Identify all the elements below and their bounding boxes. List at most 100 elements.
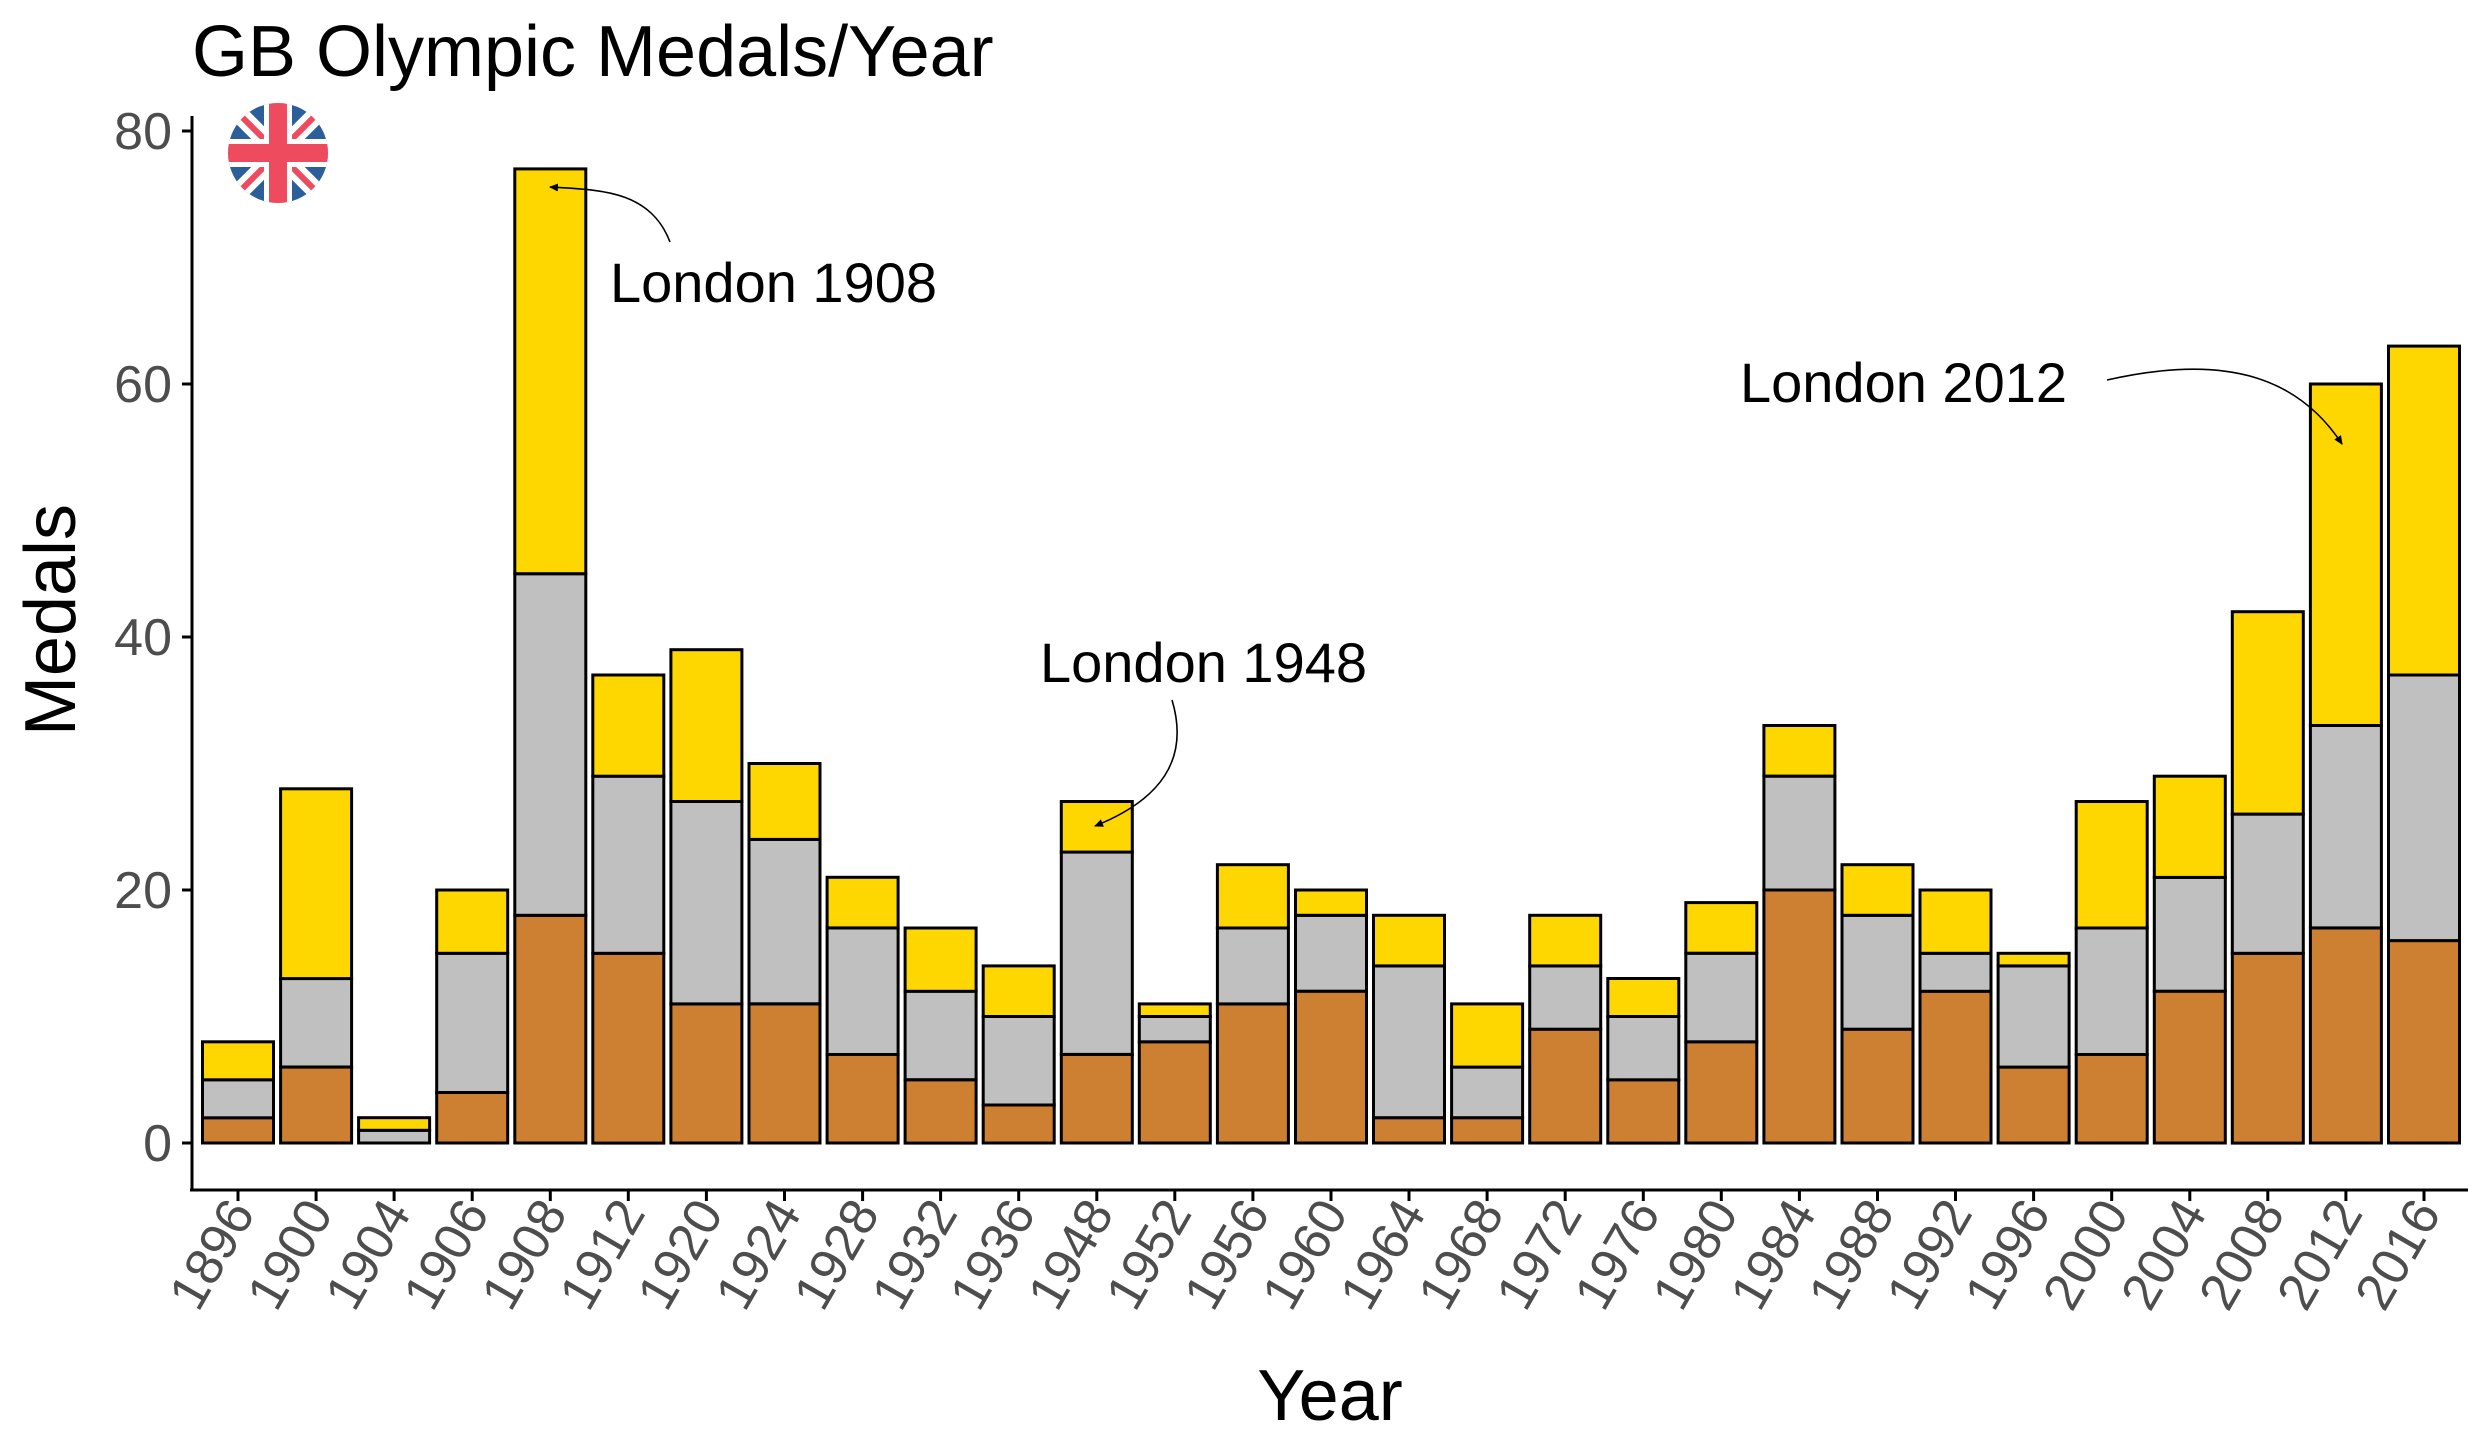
bar-bronze-1988 bbox=[1840, 1027, 1915, 1145]
bar-silver-1936 bbox=[981, 1015, 1056, 1107]
bar-gold-1906 bbox=[435, 888, 510, 955]
bar-gold-1952 bbox=[1137, 1002, 1212, 1019]
annotation-london-1948: London 1948 bbox=[1040, 631, 1367, 694]
x-tick-label-1908: 1908 bbox=[471, 1190, 579, 1319]
bar-bronze-1956 bbox=[1215, 1002, 1290, 1145]
bar-gold-2000 bbox=[2074, 800, 2149, 930]
bar-bronze-1968 bbox=[1450, 1116, 1525, 1145]
x-axis-label: Year bbox=[1257, 1356, 1402, 1436]
bar-gold-1928 bbox=[825, 875, 900, 930]
bar-bronze-1912 bbox=[591, 951, 666, 1145]
bar-silver-1896 bbox=[201, 1078, 275, 1120]
bar-gold-1904 bbox=[357, 1116, 432, 1132]
bar-bronze-1936 bbox=[981, 1103, 1056, 1145]
x-tick-label-2000: 2000 bbox=[2032, 1190, 2140, 1319]
bar-gold-1968 bbox=[1450, 1002, 1525, 1069]
bars-group bbox=[201, 167, 2461, 1145]
bar-silver-1968 bbox=[1450, 1065, 1525, 1120]
bar-bronze-1908 bbox=[513, 913, 588, 1145]
bar-bronze-1976 bbox=[1606, 1078, 1681, 1145]
bar-bronze-1906 bbox=[435, 1090, 510, 1145]
bar-bronze-1964 bbox=[1372, 1116, 1446, 1145]
bar-silver-1964 bbox=[1372, 964, 1446, 1120]
annotation-london-2012: London 2012 bbox=[1740, 351, 2067, 414]
x-tick-label-1920: 1920 bbox=[627, 1190, 735, 1319]
annotation-arrow-1948 bbox=[1094, 699, 1178, 827]
x-tick-label-1932: 1932 bbox=[861, 1190, 969, 1319]
bar-gold-1996 bbox=[1996, 951, 2071, 968]
bar-bronze-1984 bbox=[1762, 888, 1837, 1145]
x-tick-label-1924: 1924 bbox=[705, 1190, 813, 1319]
bar-silver-1980 bbox=[1684, 951, 1759, 1044]
y-tick-label-40: 40 bbox=[114, 609, 172, 667]
bar-bronze-1924 bbox=[747, 1002, 822, 1145]
bar-gold-1976 bbox=[1606, 977, 1681, 1018]
flag-icon bbox=[228, 103, 328, 203]
bar-bronze-1992 bbox=[1918, 989, 1993, 1145]
bar-bronze-1948 bbox=[1059, 1053, 1134, 1145]
bar-silver-1984 bbox=[1762, 774, 1837, 892]
bar-silver-1952 bbox=[1137, 1015, 1212, 1044]
y-tick-label-20: 20 bbox=[114, 862, 172, 920]
x-tick-label-1976: 1976 bbox=[1564, 1190, 1672, 1319]
bar-bronze-2016 bbox=[2387, 939, 2461, 1145]
bar-bronze-1900 bbox=[279, 1065, 354, 1145]
bar-gold-1932 bbox=[903, 926, 978, 993]
bar-silver-1988 bbox=[1840, 913, 1915, 1031]
x-tick-label-1896: 1896 bbox=[158, 1190, 266, 1319]
bar-silver-2000 bbox=[2074, 926, 2149, 1056]
bar-bronze-1996 bbox=[1996, 1065, 2071, 1145]
bar-bronze-1920 bbox=[669, 1002, 744, 1145]
x-tick-label-1928: 1928 bbox=[783, 1190, 891, 1319]
bar-silver-1956 bbox=[1215, 926, 1290, 1006]
bar-silver-1928 bbox=[825, 926, 900, 1056]
x-tick-label-1952: 1952 bbox=[1095, 1190, 1203, 1319]
bar-silver-1904 bbox=[357, 1128, 432, 1145]
bar-bronze-1972 bbox=[1528, 1027, 1603, 1145]
bar-bronze-2004 bbox=[2152, 989, 2227, 1145]
bar-gold-1900 bbox=[279, 787, 354, 981]
bar-gold-1992 bbox=[1918, 888, 1993, 955]
x-tick-label-1960: 1960 bbox=[1251, 1190, 1359, 1319]
bar-silver-1920 bbox=[669, 800, 744, 1006]
bar-gold-2012 bbox=[2308, 382, 2383, 727]
bar-gold-1896 bbox=[201, 1040, 275, 1082]
chart-title: GB Olympic Medals/Year bbox=[192, 12, 994, 92]
x-tick-label-2008: 2008 bbox=[2188, 1190, 2296, 1319]
annotation-arrow-1908 bbox=[549, 183, 671, 243]
annotation-london-1908: London 1908 bbox=[610, 251, 937, 314]
bar-gold-2016 bbox=[2387, 344, 2461, 677]
bar-gold-1920 bbox=[669, 648, 744, 804]
bar-bronze-2008 bbox=[2230, 951, 2305, 1145]
bar-gold-1980 bbox=[1684, 901, 1759, 955]
bar-silver-2016 bbox=[2387, 673, 2461, 943]
bar-silver-1972 bbox=[1528, 964, 1603, 1031]
y-axis-label: Medals bbox=[11, 504, 91, 736]
bar-gold-1960 bbox=[1294, 888, 1368, 917]
flag-cross-red-v bbox=[269, 103, 287, 203]
bar-gold-1964 bbox=[1372, 913, 1446, 968]
bar-gold-1988 bbox=[1840, 863, 1915, 917]
bar-gold-1984 bbox=[1762, 724, 1837, 778]
bar-silver-1908 bbox=[513, 572, 588, 917]
y-tick-label-60: 60 bbox=[114, 356, 172, 414]
x-tick-label-2012: 2012 bbox=[2266, 1190, 2374, 1319]
x-tick-label-1912: 1912 bbox=[549, 1190, 657, 1319]
y-ticks: 0 20 40 60 80 bbox=[114, 103, 192, 1173]
bar-silver-1960 bbox=[1294, 913, 1368, 993]
bar-bronze-1980 bbox=[1684, 1040, 1759, 1145]
bar-bronze-1896 bbox=[201, 1116, 275, 1145]
bar-silver-2012 bbox=[2308, 724, 2383, 930]
bar-silver-1976 bbox=[1606, 1015, 1681, 1082]
bar-silver-1906 bbox=[435, 951, 510, 1094]
bar-silver-1900 bbox=[279, 977, 354, 1069]
bar-silver-2008 bbox=[2230, 812, 2305, 955]
bar-silver-1932 bbox=[903, 989, 978, 1082]
x-tick-label-1936: 1936 bbox=[939, 1190, 1047, 1319]
bar-gold-1924 bbox=[747, 762, 822, 841]
bar-silver-1996 bbox=[1996, 964, 2071, 1069]
bar-silver-1912 bbox=[591, 774, 666, 955]
bar-silver-1948 bbox=[1059, 850, 1134, 1056]
x-tick-label-1988: 1988 bbox=[1798, 1190, 1906, 1319]
